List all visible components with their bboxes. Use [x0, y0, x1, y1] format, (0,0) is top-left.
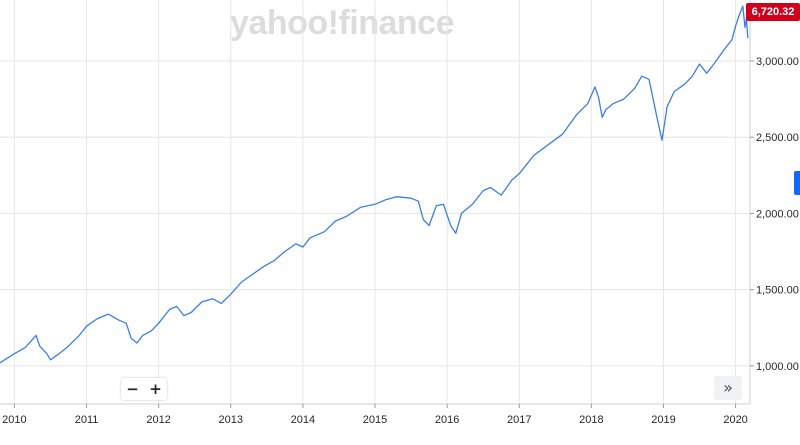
watermark-logo: yahoo!finance: [230, 4, 454, 42]
y-tick-label: 1,000.00: [756, 361, 799, 373]
grid: [0, 0, 750, 404]
x-tick-label: 2011: [75, 414, 99, 426]
x-tick-label: 2020: [723, 414, 747, 426]
zoom-out-button[interactable]: −: [126, 380, 139, 398]
x-tick-label: 2017: [507, 414, 531, 426]
series-layer: [0, 5, 749, 364]
y-tick-label: 1,500.00: [756, 285, 799, 297]
series-line: [0, 5, 749, 364]
y-tick-label: 2,500.00: [756, 132, 799, 144]
x-tick-label: 2015: [363, 414, 387, 426]
side-panel-handle[interactable]: [794, 171, 800, 195]
x-tick-label: 2013: [219, 414, 243, 426]
x-tick-label: 2014: [291, 414, 315, 426]
y-tick-label: 3,000.00: [756, 56, 799, 68]
x-axis-ticks: 2010 2011 2012 2013 2014 2015 2016 2017 2018 2019…: [2, 404, 748, 426]
zoom-controls: − +: [121, 378, 167, 400]
y-axis-ticks: 1,000.00 1,500.00 2,000.00 2,500.00 3,000.00: [750, 56, 799, 373]
x-tick-label: 2016: [435, 414, 459, 426]
x-tick-label: 2019: [651, 414, 675, 426]
current-price-label: 6,720.32: [746, 3, 800, 21]
expand-button[interactable]: »: [714, 376, 742, 400]
x-tick-label: 2018: [579, 414, 603, 426]
x-tick-label: 2012: [146, 414, 170, 426]
y-tick-label: 2,000.00: [756, 208, 799, 220]
zoom-in-button[interactable]: +: [149, 380, 162, 398]
x-tick-label: 2010: [2, 414, 26, 426]
